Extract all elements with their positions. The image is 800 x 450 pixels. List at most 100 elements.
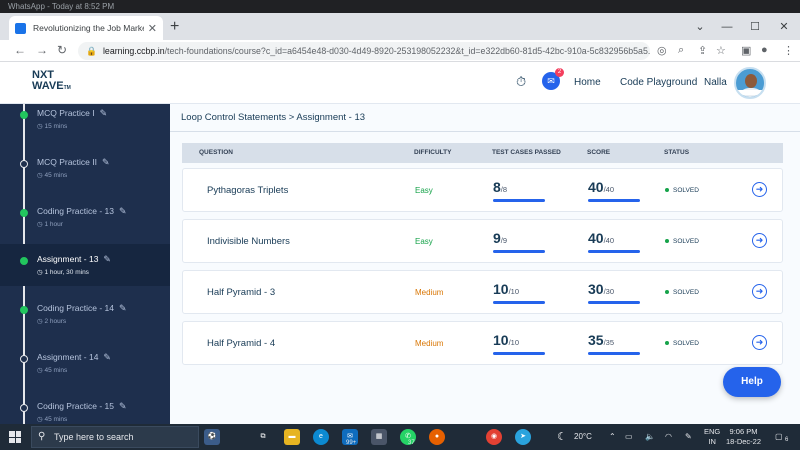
news-widget-icon[interactable]: ⚽ — [204, 429, 220, 445]
windows-taskbar: ⚲ Type here to search ⚽ ⧉ ▬ e ✉ 99+ ▦ ✆ … — [0, 424, 800, 450]
sidebar-item-time: 45 mins — [44, 172, 68, 179]
zoom-icon[interactable]: ⌕ — [678, 44, 685, 56]
assignment-panel: Loop Control Statements > Assignment - 1… — [170, 104, 800, 424]
stopwatch-icon[interactable]: ⏱ — [516, 74, 527, 89]
edit-icon[interactable]: ✎ — [101, 157, 110, 167]
circle-icon — [20, 355, 28, 363]
sidebar-item-mcq-practice-2[interactable]: MCQ Practice II ✎ ◷ 45 mins — [0, 155, 170, 200]
taskbar-search-input[interactable]: ⚲ Type here to search — [31, 426, 199, 448]
score-progress-bar — [588, 250, 640, 253]
difficulty-label: Medium — [415, 339, 444, 348]
file-explorer-icon[interactable]: ▬ — [284, 429, 300, 445]
sidebar-item-label: Assignment - 14 — [37, 352, 99, 362]
score-progress-bar — [588, 301, 640, 304]
tests-progress-bar — [493, 250, 545, 253]
battery-icon[interactable]: ▭ — [625, 432, 633, 441]
nav-code-playground[interactable]: Code Playground — [620, 77, 698, 88]
bookmark-star-icon[interactable]: ☆ — [716, 45, 726, 57]
logo-line-1: NXT — [32, 69, 54, 81]
sidebar-item-label: Coding Practice - 15 — [37, 401, 115, 411]
chrome-menu-icon[interactable]: ⋮ — [783, 45, 794, 57]
arrow-right-circle-icon[interactable]: ➜ — [752, 233, 767, 248]
sidebar-item-mcq-practice-1[interactable]: MCQ Practice I ✎ ◷ 15 mins — [0, 106, 170, 151]
new-tab-icon[interactable]: + — [170, 18, 180, 35]
app-header: NXT WAVETM ⏱ ✉ 2 Home Code Playground Na… — [0, 62, 800, 104]
address-bar-row: ← → ↻ 🔒 learning.ccbp.in/tech-foundations… — [0, 40, 800, 62]
arrow-right-circle-icon[interactable]: ➜ — [752, 284, 767, 299]
close-tab-icon[interactable]: ✕ — [147, 22, 157, 35]
edit-icon[interactable]: ✎ — [103, 352, 111, 362]
difficulty-label: Medium — [415, 288, 444, 297]
wifi-icon[interactable]: ◠ — [665, 432, 672, 441]
show-hidden-icons-icon[interactable]: ⌃ — [609, 432, 616, 441]
side-panel-icon[interactable]: ▣ — [741, 45, 752, 57]
profile-icon[interactable]: ● — [761, 44, 768, 56]
chrome-icon[interactable]: ◉ — [486, 429, 502, 445]
temperature: 20°C — [574, 432, 592, 441]
avatar[interactable] — [734, 67, 766, 99]
windows-start-icon[interactable] — [9, 431, 21, 443]
store-icon[interactable]: ▦ — [371, 429, 387, 445]
sidebar-item-assignment-13[interactable]: Assignment - 13 ✎ ◷ 1 hour, 30 mins — [0, 244, 170, 286]
sidebar-item-time: 45 mins — [44, 416, 68, 423]
back-icon[interactable]: ← — [14, 43, 26, 57]
share-icon[interactable]: ⇪ — [698, 45, 708, 57]
whatsapp-icon[interactable]: ✆ — [400, 429, 416, 445]
weather-moon-icon[interactable]: ☾ — [557, 431, 567, 443]
test-cases-passed: 8/8 — [493, 179, 508, 195]
telegram-icon[interactable]: ➤ — [515, 429, 531, 445]
minimize-icon[interactable]: — — [721, 20, 733, 33]
sidebar-item-coding-practice-13[interactable]: Coding Practice - 13 ✎ ◷ 1 hour — [0, 204, 170, 249]
course-sidebar: MCQ Practice I ✎ ◷ 15 mins MCQ Practice I… — [0, 104, 170, 424]
edit-icon[interactable]: ✎ — [103, 254, 111, 264]
edit-icon[interactable]: ✎ — [119, 303, 127, 313]
nav-home[interactable]: Home — [574, 77, 601, 88]
language-indicator[interactable]: ENG IN — [704, 427, 721, 446]
sidebar-item-time: 2 hours — [44, 318, 67, 325]
edge-browser-icon[interactable]: e — [313, 429, 329, 445]
reload-icon[interactable]: ↻ — [57, 43, 68, 57]
tab-search-icon[interactable]: ⌄ — [695, 21, 705, 33]
url-input[interactable]: 🔒 learning.ccbp.in/tech-foundations/cours… — [78, 42, 650, 60]
arrow-right-circle-icon[interactable]: ➜ — [752, 182, 767, 197]
edit-icon[interactable]: ✎ — [99, 108, 108, 118]
edit-icon[interactable]: ✎ — [119, 206, 127, 216]
sidebar-item-time: 1 hour, 30 mins — [44, 269, 89, 276]
table-row[interactable]: Half Pyramid - 3 Medium 10/10 30/30 SOLV… — [182, 270, 783, 314]
google-lens-icon[interactable]: ◎ — [657, 45, 667, 57]
chat-icon[interactable]: ✉ 2 — [542, 68, 564, 90]
table-row[interactable]: Half Pyramid - 4 Medium 10/10 35/35 SOLV… — [182, 321, 783, 365]
check-icon — [20, 111, 28, 119]
system-clock[interactable]: 9:06 PM 18-Dec-22 — [726, 427, 761, 447]
clock-time: 9:06 PM — [729, 427, 758, 436]
browser-tab[interactable]: Revolutionizing the Job Market | ✕ — [9, 16, 163, 40]
breadcrumb: Loop Control Statements > Assignment - 1… — [181, 112, 366, 123]
notification-icon[interactable]: ▢ — [775, 432, 783, 441]
header-question: QUESTION — [199, 149, 233, 156]
url-host: learning.ccbp.in — [102, 46, 165, 56]
sidebar-item-assignment-14[interactable]: Assignment - 14 ✎ ◷ 45 mins — [0, 350, 170, 395]
tests-progress-bar — [493, 301, 545, 304]
table-row[interactable]: Indivisible Numbers Easy 9/9 40/40 SOLVE… — [182, 219, 783, 263]
nxtwave-logo[interactable]: NXT WAVETM — [32, 69, 71, 92]
mail-icon[interactable]: ✉ — [342, 429, 358, 445]
edit-icon[interactable]: ✎ — [119, 401, 127, 411]
maximize-icon[interactable]: ☐ — [750, 21, 760, 33]
help-button[interactable]: Help — [723, 367, 781, 397]
user-name[interactable]: Nalla — [704, 77, 727, 88]
sidebar-item-time: 15 mins — [44, 123, 68, 130]
table-row[interactable]: Pythagoras Triplets Easy 8/8 40/40 SOLVE… — [182, 168, 783, 212]
sidebar-item-label: Assignment - 13 — [37, 254, 99, 264]
volume-icon[interactable]: 🔈 — [645, 432, 655, 441]
sidebar-item-coding-practice-15[interactable]: Coding Practice - 15 ✎ ◷ 45 mins — [0, 399, 170, 424]
task-view-icon[interactable]: ⧉ — [260, 433, 266, 440]
difficulty-label: Easy — [415, 186, 433, 195]
pen-icon[interactable]: ✎ — [685, 432, 692, 441]
arrow-right-circle-icon[interactable]: ➜ — [752, 335, 767, 350]
close-window-icon[interactable]: ✕ — [779, 21, 789, 33]
sidebar-item-coding-practice-14[interactable]: Coding Practice - 14 ✎ ◷ 2 hours — [0, 301, 170, 346]
check-icon — [20, 306, 28, 314]
header-status: STATUS — [664, 149, 690, 156]
firefox-icon[interactable]: ● — [429, 429, 445, 445]
forward-icon[interactable]: → — [36, 43, 48, 57]
